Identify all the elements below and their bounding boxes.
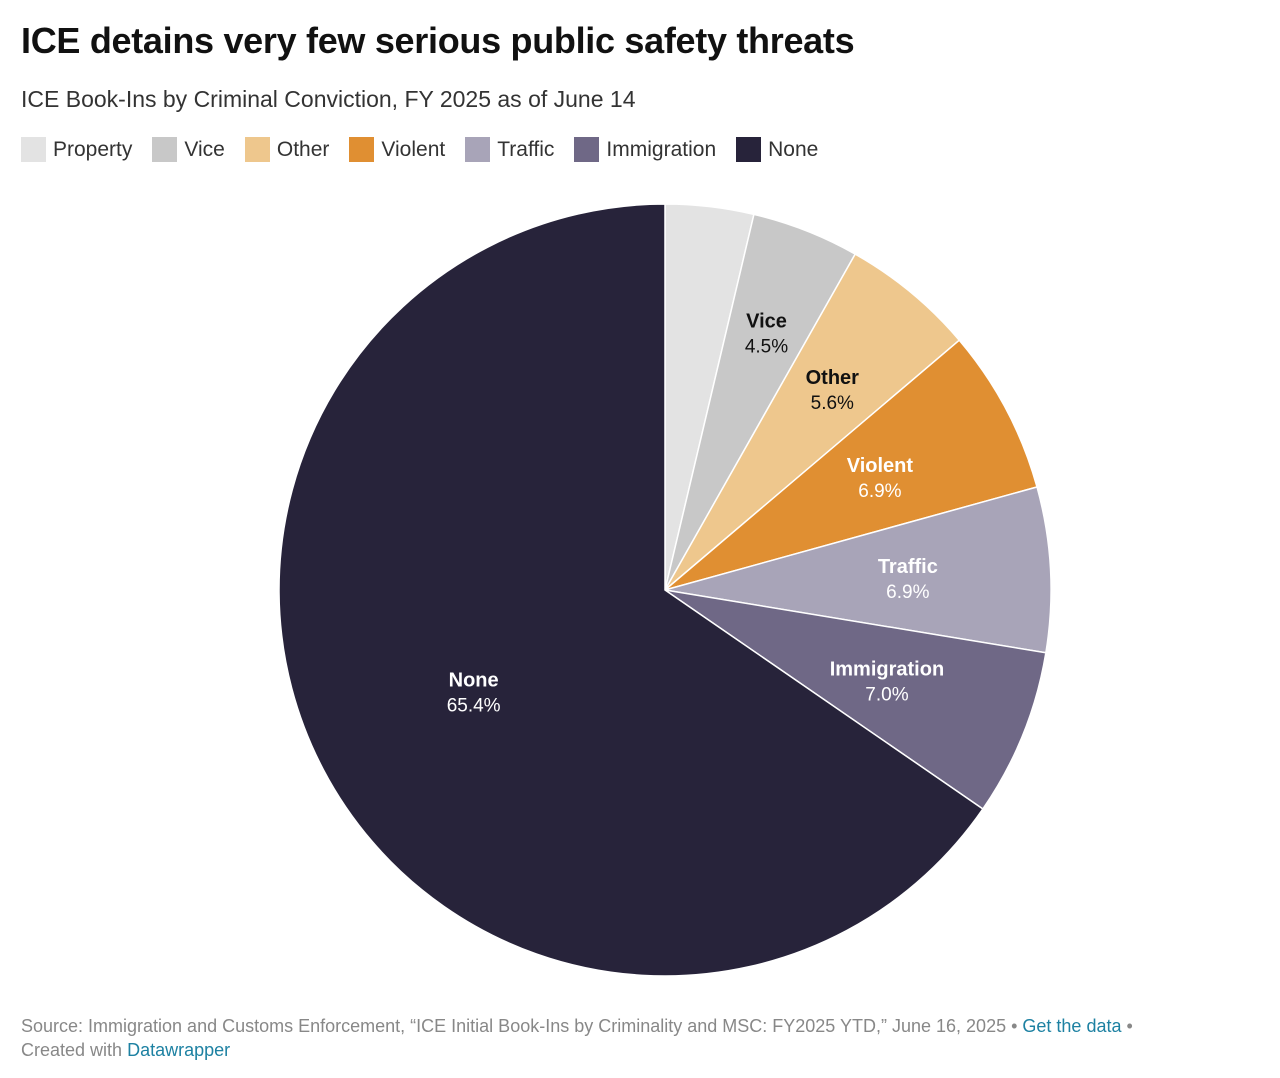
legend-swatch [244, 137, 270, 162]
slice-label-value: 4.5% [745, 336, 788, 357]
legend-swatch [736, 137, 762, 162]
legend-swatch [349, 137, 375, 162]
slice-label-name: Immigration [830, 658, 944, 680]
legend-item-property: Property [21, 137, 132, 162]
legend-item-none: None [736, 137, 818, 162]
legend-item-immigration: Immigration [574, 137, 716, 162]
legend-item-traffic: Traffic [465, 137, 554, 162]
pie-slice-traffic [664, 486, 1052, 654]
pie-chart: Vice 4.5% Other 5.6% Violent 6.9% Traffic 6.9% I… [278, 203, 1052, 977]
legend-label: Vice [184, 137, 225, 161]
legend-label: Violent [381, 137, 446, 161]
get-data-link[interactable]: Get the data [1022, 1016, 1122, 1036]
slice-label-value: 6.9% [886, 582, 929, 603]
legend-label: Traffic [497, 137, 555, 161]
slice-label-name: Traffic [878, 556, 938, 578]
legend-label: Immigration [606, 137, 717, 161]
pie-slice-violent [664, 339, 1038, 591]
legend-item-other: Other [244, 137, 330, 162]
legend: Property Vice Other Violent Traffic Immigrati… [21, 137, 838, 162]
source-text: Source: Immigration and Customs Enforcem… [21, 1016, 1018, 1036]
credit-line: Created with Datawrapper [21, 1038, 1133, 1062]
chart-subtitle: ICE Book-Ins by Criminal Conviction, FY … [21, 86, 636, 112]
slice-label-value: 65.4% [447, 696, 501, 717]
slice-label-value: 5.6% [811, 393, 854, 414]
footer: Source: Immigration and Customs Enforcem… [21, 1014, 1133, 1062]
slice-label-name: Violent [847, 455, 914, 477]
footer-bullet: • [1126, 1016, 1133, 1036]
legend-swatch [574, 137, 600, 162]
chart-title: ICE detains very few serious public safe… [21, 20, 855, 61]
legend-item-violent: Violent [349, 137, 445, 162]
legend-item-vice: Vice [152, 137, 225, 162]
legend-swatch [21, 137, 46, 162]
pie-slice-other [664, 253, 961, 591]
legend-swatch [465, 137, 491, 162]
slice-label-name: Other [806, 367, 860, 389]
legend-label: None [768, 137, 819, 161]
datawrapper-link[interactable]: Datawrapper [127, 1040, 231, 1060]
pie-slice-immigration [664, 589, 1047, 811]
created-with-text: Created with [21, 1040, 123, 1060]
slice-label-name: None [449, 670, 499, 692]
pie-slice-none [278, 203, 984, 977]
legend-swatch [152, 137, 178, 162]
slice-label-value: 6.9% [858, 481, 901, 502]
slice-label-name: Vice [746, 310, 787, 332]
source-line: Source: Immigration and Customs Enforcem… [21, 1014, 1133, 1038]
legend-label: Property [53, 137, 133, 161]
slice-label-value: 7.0% [865, 684, 908, 705]
legend-label: Other [276, 137, 330, 161]
